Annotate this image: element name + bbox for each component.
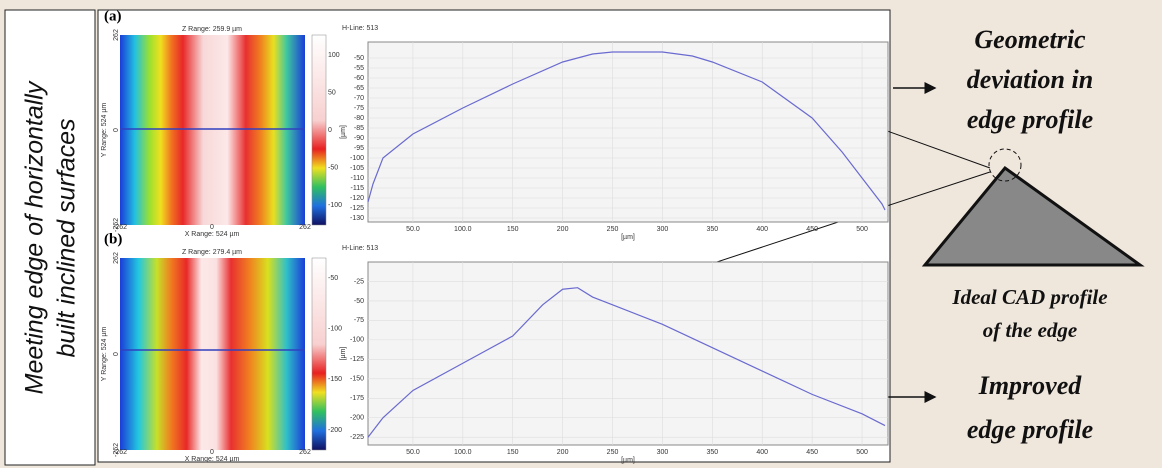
- y-tick-label: -95: [354, 145, 364, 152]
- y-tick-label: -225: [350, 434, 364, 441]
- chart-title: H-Line: 513: [342, 245, 378, 252]
- colorbar-label: -200: [328, 427, 342, 434]
- x-tick-label: 350: [706, 226, 718, 233]
- x-range: X Range: 524 µm: [185, 456, 240, 463]
- colorbar-label: -50: [328, 164, 338, 171]
- color-bar: [312, 258, 326, 450]
- x-tick-label: 400: [756, 226, 768, 233]
- panel-label: (a): [104, 8, 122, 24]
- y-tick-label: -200: [350, 415, 364, 422]
- x-tick-label: 100.0: [454, 226, 472, 233]
- colorbar-label: -100: [328, 326, 342, 333]
- colorbar-label: 50: [328, 89, 336, 96]
- annotation: Improved: [978, 371, 1083, 400]
- colorbar-label: -150: [328, 376, 342, 383]
- panel-label: (b): [104, 231, 122, 247]
- colorbar-label: 100: [328, 52, 340, 59]
- annotation: Geometric: [974, 25, 1086, 54]
- x-tick-label: 500: [856, 449, 868, 456]
- x-tick-label: 262: [299, 224, 311, 231]
- x-tick-label: 150: [507, 449, 519, 456]
- y-tick-label: -80: [354, 115, 364, 122]
- y-tick-label: -175: [350, 395, 364, 402]
- y-tick-label: -65: [354, 85, 364, 92]
- y-tick-label: -55: [354, 65, 364, 72]
- x-tick-label: 300: [657, 449, 669, 456]
- y-tick-label: 0: [113, 128, 120, 132]
- x-tick-label: 450: [806, 449, 818, 456]
- side-label-line: built inclined surfaces: [53, 118, 81, 357]
- x-tick-label: 50.0: [406, 226, 420, 233]
- y-tick-label: -130: [350, 215, 364, 222]
- y-tick-label: -75: [354, 105, 364, 112]
- y-range: Y Range: 524 µm: [101, 103, 108, 158]
- x-axis-label: [µm]: [621, 234, 635, 241]
- y-tick-label: -110: [351, 175, 365, 182]
- z-range: Z Range: 279.4 µm: [182, 249, 242, 256]
- x-tick-label: 400: [756, 449, 768, 456]
- x-tick-label: 500: [856, 226, 868, 233]
- y-tick-label: -50: [354, 298, 364, 305]
- x-tick-label: 262: [299, 449, 311, 456]
- y-axis-label: [µm]: [340, 347, 347, 361]
- y-tick-label: -100: [350, 337, 364, 344]
- annotation: Ideal CAD profile: [951, 285, 1107, 309]
- height-map: [120, 258, 305, 450]
- figure: Meeting edge of horizontallybuilt inclin…: [0, 0, 1162, 468]
- y-tick-label: -125: [350, 356, 364, 363]
- y-tick-label: -70: [354, 95, 364, 102]
- x-tick-label: 0: [210, 224, 214, 231]
- x-range: X Range: 524 µm: [185, 231, 240, 238]
- y-tick-label: -60: [354, 75, 364, 82]
- colorbar-label: -50: [328, 275, 338, 282]
- x-tick-label: 150: [507, 226, 519, 233]
- y-range: Y Range: 524 µm: [101, 327, 108, 382]
- x-tick-label: 450: [806, 226, 818, 233]
- x-tick-label: 350: [706, 449, 718, 456]
- y-tick-label: 0: [113, 352, 120, 356]
- y-axis-label: [µm]: [340, 125, 347, 139]
- x-tick-label: 100.0: [454, 449, 472, 456]
- x-tick-label: 200: [557, 226, 569, 233]
- color-bar: [312, 35, 326, 225]
- y-tick-label: -120: [350, 195, 364, 202]
- y-tick-label: -125: [350, 205, 364, 212]
- y-tick-label: -90: [354, 135, 364, 142]
- side-box: [5, 10, 95, 465]
- z-range: Z Range: 259.9 µm: [182, 26, 242, 33]
- y-tick-label: -262: [113, 443, 120, 457]
- annotation: edge profile: [967, 105, 1093, 134]
- x-tick-label: 200: [557, 449, 569, 456]
- x-axis-label: [µm]: [621, 457, 635, 464]
- y-tick-label: -85: [354, 125, 364, 132]
- colorbar-label: -100: [328, 202, 342, 209]
- height-map: [120, 35, 305, 225]
- y-tick-label: -25: [354, 278, 364, 285]
- y-tick-label: -262: [113, 218, 120, 232]
- y-tick-label: -115: [351, 185, 365, 192]
- annotation: deviation in: [967, 65, 1093, 94]
- y-tick-label: -50: [354, 55, 364, 62]
- y-tick-label: 262: [113, 29, 120, 41]
- x-tick-label: 0: [210, 449, 214, 456]
- x-tick-label: 250: [607, 449, 619, 456]
- annotation: edge profile: [967, 415, 1093, 444]
- y-tick-label: -100: [350, 155, 364, 162]
- y-tick-label: 262: [113, 252, 120, 264]
- colorbar-label: 0: [328, 127, 332, 134]
- x-tick-label: 50.0: [406, 449, 420, 456]
- y-tick-label: -75: [354, 317, 364, 324]
- x-tick-label: 250: [607, 226, 619, 233]
- chart-title: H-Line: 513: [342, 25, 378, 32]
- y-tick-label: -150: [350, 376, 364, 383]
- x-tick-label: 300: [657, 226, 669, 233]
- y-tick-label: -105: [350, 165, 364, 172]
- plot-area: [368, 42, 888, 222]
- side-label-line: Meeting edge of horizontally: [21, 80, 49, 394]
- annotation: of the edge: [983, 318, 1077, 342]
